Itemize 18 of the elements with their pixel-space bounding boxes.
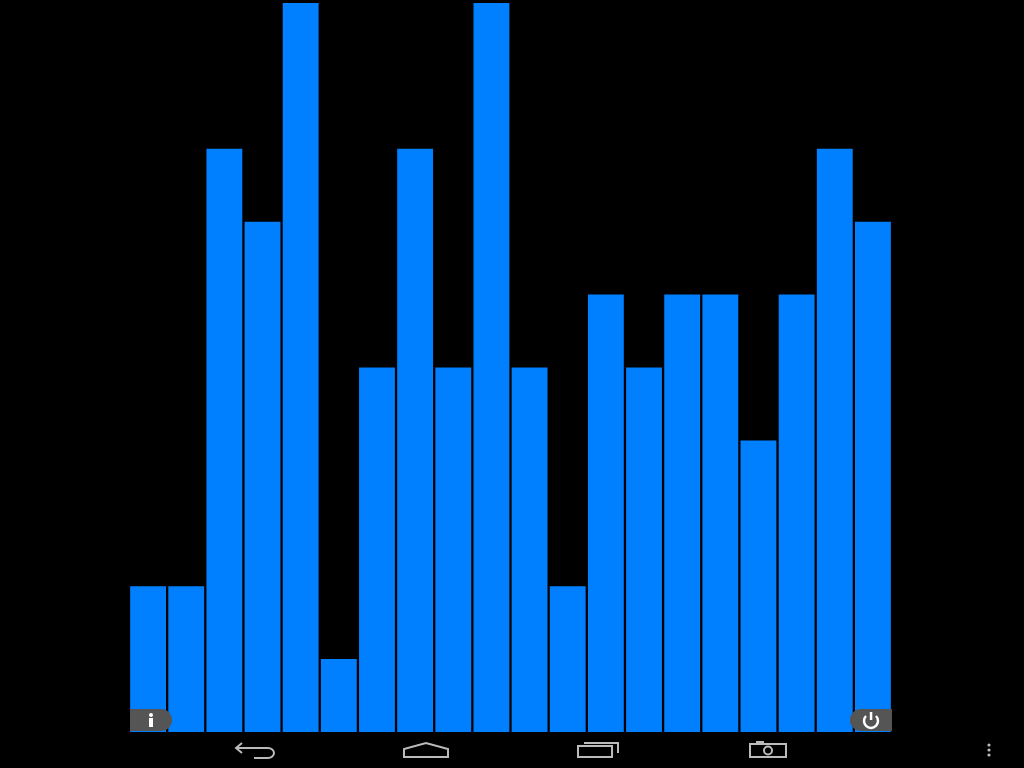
- bar: [549, 586, 586, 732]
- bar: [320, 659, 357, 732]
- bar: [816, 148, 853, 732]
- bar: [587, 294, 624, 732]
- bar: [359, 367, 395, 732]
- bar: [702, 294, 739, 732]
- bar: [168, 586, 205, 732]
- bar: [397, 148, 434, 732]
- bar: [778, 294, 815, 732]
- bar: [435, 367, 472, 732]
- bar: [282, 3, 319, 732]
- bar: [206, 148, 243, 732]
- bar: [626, 367, 662, 732]
- bar: [244, 221, 281, 732]
- bar: [664, 294, 701, 732]
- bar: [740, 440, 777, 732]
- bar: [511, 367, 548, 732]
- bar: [473, 3, 510, 732]
